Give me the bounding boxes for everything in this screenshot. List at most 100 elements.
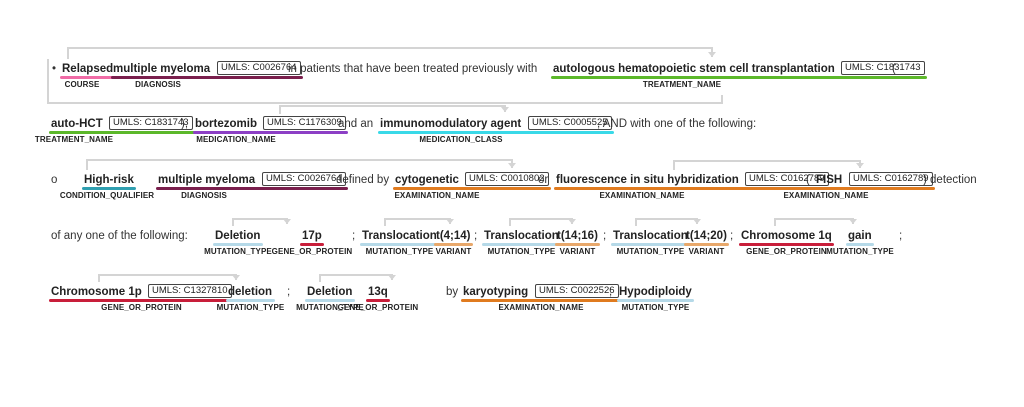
entity-deletion[interactable]: Deletion: [307, 286, 353, 298]
plain-text: defined by: [336, 174, 390, 186]
entity-relapsed[interactable]: Relapsed: [62, 63, 114, 75]
plain-text: ;: [730, 230, 734, 242]
relation-arrowhead: [232, 275, 240, 280]
relation-arc: [319, 274, 393, 282]
entity-type-label: EXAMINATION_NAME: [599, 191, 685, 200]
entity-chromosome-1q[interactable]: Chromosome 1q: [741, 230, 832, 242]
entity-type-label: CONDITION_QUALIFIER: [59, 191, 155, 200]
entity-underline: [846, 243, 874, 246]
entity-t-4-14[interactable]: t(4;14): [436, 230, 471, 242]
plain-text: o: [51, 174, 58, 186]
entity-deletion[interactable]: deletion: [228, 286, 273, 298]
entity-underline: [554, 187, 831, 190]
umls-code-badge[interactable]: UMLS: C0022526: [535, 284, 619, 298]
entity-type-label: MUTATION_TYPE: [365, 247, 434, 256]
plain-text: (: [892, 63, 896, 75]
umls-code-badge[interactable]: UMLS: C1831743: [841, 61, 925, 75]
entity-autologous-hematopoietic-stem-cell-transplantation[interactable]: autologous hematopoietic stem cell trans…: [553, 63, 835, 75]
relation-arrowhead: [508, 163, 516, 168]
umls-code-badge[interactable]: UMLS: C1831743: [109, 116, 193, 130]
entity-translocation[interactable]: Translocation: [484, 230, 559, 242]
plain-text: ) detection: [923, 174, 977, 186]
entity-17p[interactable]: 17p: [302, 230, 322, 242]
entity-underline: [739, 243, 834, 246]
annotation-line-2: auto-HCT UMLS: C1831743 TREATMENT_NAME), bo…: [0, 116, 1024, 144]
entity-translocation[interactable]: Translocation: [362, 230, 437, 242]
relation-arc: [673, 160, 861, 170]
plain-text: (: [806, 174, 810, 186]
entity-type-label: GENE_OR_PROTEIN: [337, 303, 419, 312]
entity-type-label: DIAGNOSIS: [135, 80, 181, 89]
entity-underline: [814, 187, 935, 190]
entity-13q[interactable]: 13q: [368, 286, 388, 298]
entity-deletion[interactable]: Deletion: [215, 230, 261, 242]
relation-arc: [509, 218, 573, 226]
relation-arc: [635, 218, 698, 226]
relation-arc: [86, 159, 513, 170]
plain-text: and an: [338, 118, 374, 130]
entity-high-risk[interactable]: High-risk: [84, 174, 134, 186]
umls-code-badge[interactable]: UMLS: C0005525: [528, 116, 612, 130]
entity-fish[interactable]: FISH: [816, 174, 843, 186]
entity-underline: [49, 299, 234, 302]
entity-underline: [111, 76, 303, 79]
entity-underline: [551, 76, 927, 79]
entity-underline: [305, 299, 355, 302]
umls-code-badge[interactable]: UMLS: C0026764: [217, 61, 301, 75]
relation-arrowhead: [283, 219, 291, 224]
relation-arrowhead: [446, 219, 454, 224]
plain-text: by: [446, 286, 459, 298]
annotation-line-4: of any one of the following: Deletion MUTA…: [0, 228, 1024, 256]
entity-hypodiploidy[interactable]: Hypodiploidy: [619, 286, 692, 298]
entity-type-label: MUTATION_TYPE: [487, 247, 556, 256]
umls-code-badge[interactable]: UMLS: C0162789: [745, 172, 829, 186]
entity-type-label: MEDICATION_CLASS: [419, 135, 503, 144]
entity-karyotyping[interactable]: karyotyping: [463, 286, 529, 298]
plain-text: •: [52, 63, 57, 75]
entity-underline: [82, 187, 136, 190]
entity-chromosome-1p[interactable]: Chromosome 1p: [51, 286, 142, 298]
entity-multiple-myeloma[interactable]: multiple myeloma: [158, 174, 256, 186]
umls-code-badge[interactable]: UMLS: C1327810: [148, 284, 232, 298]
entity-type-label: TREATMENT_NAME: [642, 80, 722, 89]
entity-auto-hct[interactable]: auto-HCT: [51, 118, 103, 130]
relation-arc: [279, 105, 506, 114]
entity-underline: [49, 131, 195, 134]
plain-text: ;: [287, 286, 291, 298]
entity-type-label: MUTATION_TYPE: [204, 247, 272, 256]
entity-type-label: VARIANT: [559, 247, 596, 256]
plain-text: in patients that have been treated previ…: [288, 63, 538, 75]
entity-cytogenetic[interactable]: cytogenetic: [395, 174, 459, 186]
entity-type-label: MUTATION_TYPE: [216, 303, 285, 312]
entity-underline: [300, 243, 324, 246]
entity-t-14-20[interactable]: t(14;20): [686, 230, 727, 242]
relation-arc: [384, 218, 451, 226]
entity-underline: [461, 299, 621, 302]
entity-translocation[interactable]: Translocation: [613, 230, 688, 242]
entity-type-label: EXAMINATION_NAME: [394, 191, 480, 200]
relation-arc: [774, 218, 854, 226]
entity-type-label: COURSE: [64, 80, 100, 89]
entity-type-label: TREATMENT_NAME: [34, 135, 114, 144]
umls-code-badge[interactable]: UMLS: C0026764: [262, 172, 346, 186]
entity-type-label: DIAGNOSIS: [181, 191, 227, 200]
entity-type-label: GENE_OR_PROTEIN: [746, 247, 827, 256]
entity-immunomodulatory-agent[interactable]: immunomodulatory agent: [380, 118, 522, 130]
entity-underline: [482, 243, 561, 246]
entity-multiple-myeloma[interactable]: multiple myeloma: [113, 63, 211, 75]
umls-code-badge[interactable]: UMLS: C1176309: [263, 116, 346, 130]
umls-code-badge[interactable]: UMLS: C0162789: [849, 172, 933, 186]
umls-code-badge[interactable]: UMLS: C0010802: [465, 172, 549, 186]
entity-bortezomib[interactable]: bortezomib: [195, 118, 257, 130]
entity-fluorescence-in-situ-hybridization[interactable]: fluorescence in situ hybridization: [556, 174, 739, 186]
entity-gain[interactable]: gain: [848, 230, 872, 242]
entity-type-label: VARIANT: [435, 247, 472, 256]
entity-t-14-16[interactable]: t(14;16): [557, 230, 598, 242]
entity-type-label: MUTATION_TYPE: [616, 247, 685, 256]
relation-arc: [67, 47, 713, 59]
relation-arc: [98, 274, 237, 282]
plain-text: , AND with one of the following:: [597, 118, 757, 130]
annotation-line-5: Chromosome 1p UMLS: C1327810 GENE_OR_PROTE…: [0, 284, 1024, 312]
entity-underline: [434, 243, 473, 246]
relation-arrowhead: [856, 163, 864, 168]
